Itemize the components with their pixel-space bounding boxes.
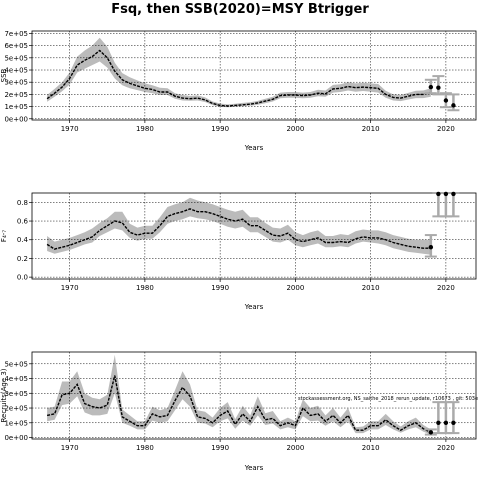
plot-frame (31, 192, 477, 280)
projection-point (436, 85, 441, 90)
y-tick-label: 0.8 (17, 199, 28, 207)
x-tick-label: 2020 (437, 125, 455, 133)
x-tick-label: 2020 (437, 444, 455, 452)
x-axis-label: Years (244, 144, 264, 152)
y-axis-label: F₄‑₇ (0, 230, 8, 242)
x-tick-label: 2010 (362, 444, 380, 452)
y-tick-label: 0e+00 (4, 434, 28, 442)
projection-point (428, 245, 434, 250)
y-tick-label: 0.6 (17, 218, 29, 226)
x-tick-label: 1970 (61, 125, 79, 133)
y-tick-label: 5e+05 (4, 54, 28, 62)
y-tick-label: 7e+05 (4, 30, 28, 38)
y-tick-label: 3e+05 (4, 79, 28, 87)
plot-frame (31, 351, 477, 440)
panel-2: 1970 1980 1990 2000 2010 2020 0.0 0.2 0.4 0.6 0.8 Y… (0, 191, 477, 311)
series-line (46, 49, 431, 107)
x-tick-label: 1980 (136, 284, 154, 292)
y-tick-label: 1e+05 (4, 419, 28, 427)
y-tick-label: 4e+05 (4, 375, 28, 383)
x-tick-label: 1970 (61, 444, 79, 452)
projection-point (451, 103, 456, 108)
x-tick-label: 2020 (437, 284, 455, 292)
x-tick-label: 1980 (136, 125, 154, 133)
x-tick-label: 1980 (136, 444, 154, 452)
x-tick-label: 1990 (211, 284, 229, 292)
plot-frame (31, 30, 477, 121)
x-tick-label: 2000 (286, 125, 304, 133)
chart-panels: 1970 1980 1990 2000 2010 2020 0e+00 1e+05 2e+05 3… (0, 30, 477, 472)
y-tick-label: 0e+00 (4, 115, 28, 123)
x-tick-label: 1970 (61, 284, 79, 292)
confidence-band (47, 354, 431, 435)
series-line (46, 208, 431, 250)
projection-point (428, 430, 434, 435)
confidence-band (47, 197, 431, 255)
projection-point (443, 191, 449, 197)
projection-point (443, 98, 449, 103)
projection-point (443, 420, 449, 425)
projection-point (451, 191, 456, 197)
panel-1: 1970 1980 1990 2000 2010 2020 0e+00 1e+05 2e+05 3… (0, 30, 477, 152)
y-axis-label: SSB (0, 68, 8, 82)
x-axis-label: Years (244, 303, 264, 311)
y-tick-label: 0.2 (17, 255, 28, 263)
projection-point (428, 84, 434, 90)
y-tick-label: 3e+05 (4, 390, 28, 398)
y-tick-label: 2e+05 (4, 405, 28, 413)
y-tick-label: 6e+05 (4, 42, 28, 50)
panel-3: 1970 1980 1990 2000 2010 2020 0e+00 1e+05 2e+05 3… (0, 351, 477, 472)
y-tick-label: 4e+05 (4, 67, 28, 75)
series-line (46, 375, 432, 434)
source-annotation: stockassessment.org, NS_saithe_2018_reru… (298, 396, 478, 402)
y-tick-label: 2e+05 (4, 91, 28, 99)
y-tick-label: 5e+05 (4, 360, 28, 368)
y-tick-label: 1e+05 (4, 103, 28, 111)
confidence-band (47, 37, 431, 108)
x-tick-label: 2000 (286, 284, 304, 292)
x-tick-label: 2010 (362, 125, 380, 133)
x-axis-label: Years (244, 464, 264, 472)
y-tick-label: 0.0 (17, 274, 28, 282)
projection-point (436, 191, 441, 197)
chart-title: Fsq, then SSB(2020)=MSY Btrigger (111, 2, 369, 17)
x-tick-label: 1990 (211, 125, 229, 133)
x-tick-label: 2010 (362, 284, 380, 292)
y-tick-label: 0.4 (17, 236, 29, 244)
projection-point (436, 420, 441, 425)
projection-point (451, 420, 456, 425)
x-tick-label: 1990 (211, 444, 229, 452)
y-axis-label: Recruits(Age 3) (0, 368, 8, 422)
x-tick-label: 2000 (286, 444, 304, 452)
